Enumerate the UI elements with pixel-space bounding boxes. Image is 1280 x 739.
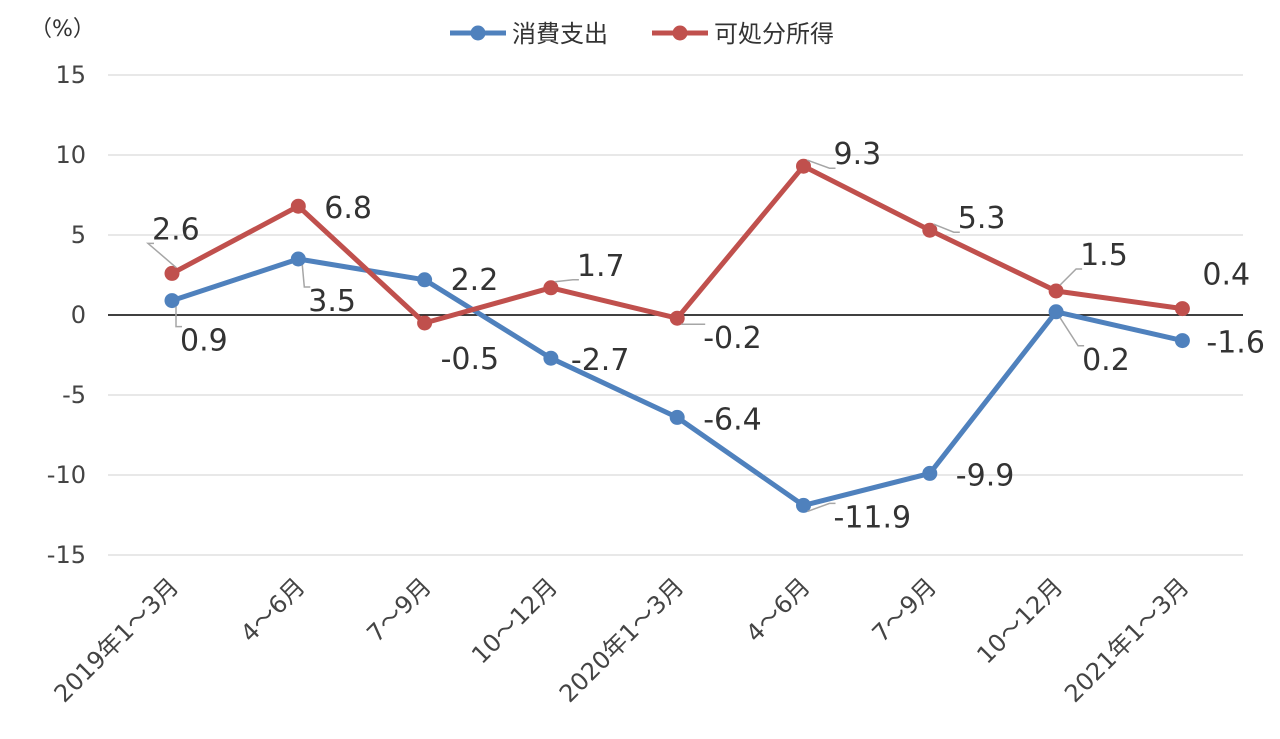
- x-tick-label: 4～6月: [740, 572, 815, 647]
- series-point-1: [164, 293, 180, 309]
- series-point-2: [164, 265, 180, 281]
- series-point-2: [417, 315, 433, 331]
- x-tick-label: 4～6月: [235, 572, 310, 647]
- series-point-1: [1048, 304, 1064, 320]
- leader-line: [933, 223, 960, 233]
- data-label: 0.2: [1082, 343, 1130, 378]
- series-point-1: [1174, 333, 1190, 349]
- x-tick-label: 2021年1～3月: [1059, 572, 1194, 707]
- y-tick-label: 15: [55, 61, 86, 89]
- x-tick-label: 2019年1～3月: [49, 572, 184, 707]
- series-point-1: [796, 497, 811, 513]
- y-axis-unit-label: （%）: [30, 17, 95, 42]
- y-tick-label: -15: [47, 541, 86, 569]
- data-label: 3.5: [308, 284, 356, 319]
- data-label: 1.5: [1080, 238, 1128, 273]
- data-label: -11.9: [834, 500, 912, 535]
- data-label: -0.2: [703, 321, 762, 356]
- data-label: -6.4: [703, 402, 762, 437]
- data-label: 0.4: [1202, 258, 1250, 293]
- y-tick-label: -5: [62, 381, 86, 409]
- x-tick-label: 10～12月: [466, 572, 563, 669]
- y-tick-label: 10: [55, 141, 86, 169]
- legend-label-2: 可処分所得: [714, 20, 834, 48]
- data-label: 5.3: [958, 201, 1006, 236]
- data-label: 2.6: [152, 212, 200, 247]
- x-tick-label: 7～9月: [867, 572, 942, 647]
- series-point-2: [922, 222, 938, 238]
- series-point-1: [922, 465, 938, 481]
- series-point-2: [1048, 283, 1064, 299]
- y-tick-label: 0: [71, 301, 86, 329]
- series-point-2: [1174, 301, 1190, 317]
- series-point-1: [543, 350, 559, 366]
- data-label: 1.7: [577, 249, 625, 284]
- leader-line: [1059, 317, 1085, 347]
- leader-line: [554, 279, 579, 283]
- legend-label-1: 消費支出: [512, 20, 608, 48]
- series-point-1: [669, 409, 685, 425]
- data-label: -1.6: [1206, 326, 1265, 361]
- data-label: 0.9: [180, 324, 228, 359]
- leader-line: [1059, 268, 1083, 286]
- data-label: -0.5: [441, 342, 500, 377]
- series-point-2: [669, 310, 685, 326]
- leader-line: [301, 264, 311, 288]
- series-point-1: [417, 272, 433, 288]
- data-label: 2.2: [451, 263, 499, 298]
- x-tick-label: 2020年1～3月: [554, 572, 689, 707]
- legend-marker-2: [672, 25, 688, 41]
- series-point-1: [290, 251, 306, 267]
- x-tick-label: 10～12月: [971, 572, 1068, 669]
- series-point-2: [543, 280, 559, 296]
- leader-line: [807, 502, 836, 513]
- data-label: -9.9: [956, 458, 1015, 493]
- data-label: 6.8: [324, 191, 372, 226]
- y-tick-label: -10: [47, 461, 86, 489]
- leader-line: [175, 306, 182, 328]
- x-tick-label: 7～9月: [362, 572, 437, 647]
- y-tick-label: 5: [71, 221, 86, 249]
- series-point-2: [290, 198, 306, 214]
- series-point-2: [796, 158, 811, 174]
- leader-line: [145, 242, 177, 268]
- data-label: 9.3: [834, 137, 882, 172]
- legend-marker-1: [470, 25, 486, 41]
- data-label: -2.7: [571, 343, 630, 378]
- leader-line: [807, 159, 836, 169]
